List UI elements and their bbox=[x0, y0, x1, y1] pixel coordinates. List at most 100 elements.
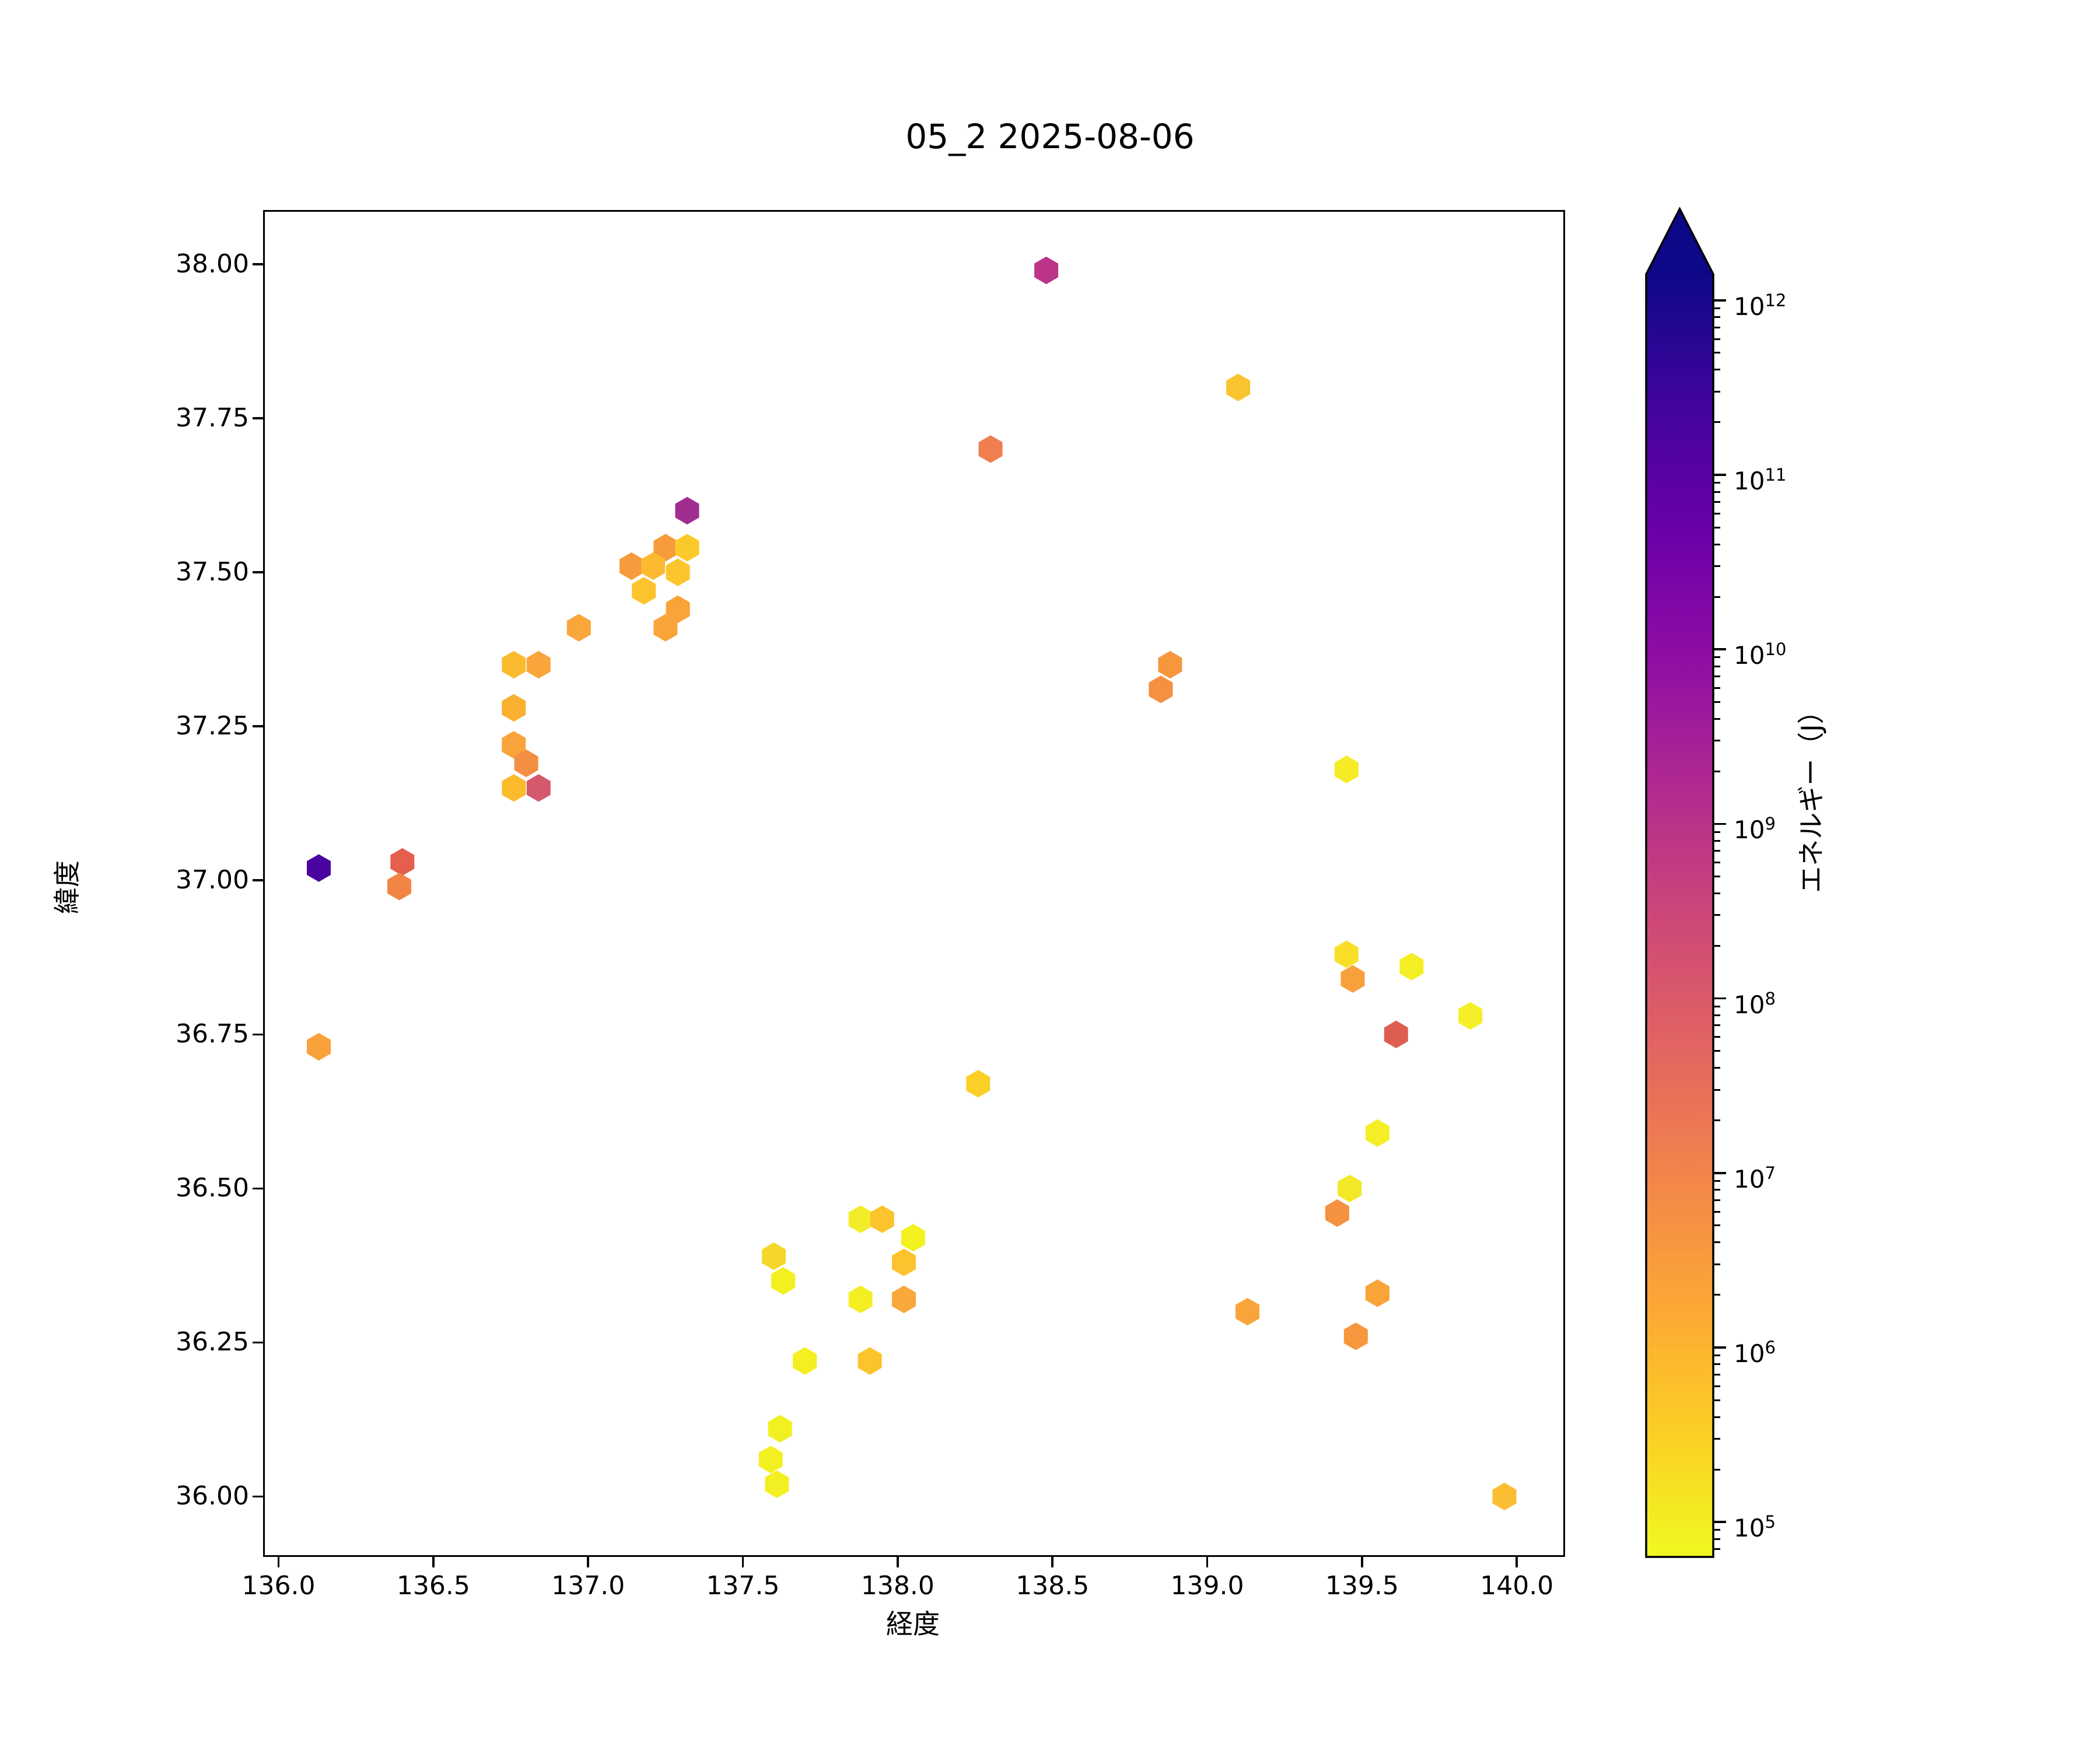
hex-marker bbox=[502, 650, 526, 679]
y-tick-label: 36.50 bbox=[176, 1173, 249, 1203]
colorbar-tick-mark bbox=[1713, 997, 1726, 1000]
colorbar-tick-mark bbox=[1713, 1346, 1726, 1349]
hex-marker bbox=[666, 558, 690, 586]
hex-marker bbox=[978, 435, 1003, 463]
hex-marker bbox=[765, 1470, 789, 1498]
hex-marker bbox=[768, 1415, 792, 1443]
hex-marker bbox=[387, 873, 411, 901]
colorbar-minor-tick bbox=[1713, 390, 1720, 393]
colorbar-minor-tick bbox=[1713, 831, 1720, 833]
hex-marker bbox=[762, 1242, 786, 1270]
colorbar-tick-mark bbox=[1713, 822, 1726, 825]
y-tick-mark bbox=[253, 1033, 263, 1036]
colorbar-minor-tick bbox=[1713, 687, 1720, 690]
hex-marker bbox=[390, 848, 415, 876]
hex-marker bbox=[858, 1347, 882, 1375]
colorbar-tick-mark bbox=[1713, 1172, 1726, 1174]
colorbar-minor-tick bbox=[1713, 526, 1720, 528]
chart-title: 05_2 2025-08-06 bbox=[905, 117, 1195, 156]
colorbar-minor-tick bbox=[1713, 1399, 1720, 1401]
colorbar-minor-tick bbox=[1713, 892, 1720, 894]
y-tick-mark bbox=[253, 571, 263, 573]
x-tick-mark bbox=[1051, 1557, 1054, 1567]
colorbar-minor-tick bbox=[1713, 316, 1720, 318]
colorbar-minor-tick bbox=[1713, 1468, 1720, 1471]
colorbar-minor-tick bbox=[1713, 565, 1720, 567]
colorbar-minor-tick bbox=[1713, 1024, 1720, 1027]
x-tick-label: 140.0 bbox=[1480, 1571, 1554, 1601]
hex-marker bbox=[526, 774, 551, 802]
colorbar-tick-label: 108 bbox=[1734, 988, 1776, 1019]
colorbar-minor-tick bbox=[1713, 543, 1720, 545]
colorbar-minor-tick bbox=[1713, 839, 1720, 842]
hex-marker bbox=[1343, 1322, 1368, 1350]
colorbar-outline bbox=[1645, 206, 1714, 1558]
colorbar-minor-tick bbox=[1713, 718, 1720, 720]
colorbar-label: エネルギー（J） bbox=[1796, 697, 1827, 893]
colorbar-minor-tick bbox=[1713, 1416, 1720, 1418]
colorbar-tick-label: 105 bbox=[1734, 1512, 1776, 1543]
colorbar-tick-label: 1012 bbox=[1734, 290, 1787, 321]
y-tick-mark bbox=[253, 263, 263, 265]
y-tick-label: 36.00 bbox=[176, 1481, 249, 1511]
x-tick-label: 137.0 bbox=[551, 1571, 625, 1601]
colorbar-minor-tick bbox=[1713, 1014, 1720, 1017]
hex-marker bbox=[1334, 755, 1359, 783]
hex-marker bbox=[848, 1285, 873, 1314]
hex-marker bbox=[307, 854, 331, 882]
colorbar-minor-tick bbox=[1713, 656, 1720, 659]
colorbar-minor-tick bbox=[1713, 1119, 1720, 1122]
colorbar-tick-label: 106 bbox=[1734, 1337, 1776, 1368]
hex-marker bbox=[307, 1032, 331, 1061]
colorbar-minor-tick bbox=[1713, 1199, 1720, 1201]
colorbar-tick-label: 1010 bbox=[1734, 639, 1787, 670]
colorbar-minor-tick bbox=[1713, 1373, 1720, 1376]
x-tick-mark bbox=[1516, 1557, 1518, 1567]
colorbar-minor-tick bbox=[1713, 1385, 1720, 1387]
colorbar-tick-label: 109 bbox=[1734, 814, 1776, 845]
hex-marker bbox=[526, 650, 551, 679]
colorbar-minor-tick bbox=[1713, 326, 1720, 328]
hex-marker bbox=[1492, 1482, 1517, 1511]
colorbar-minor-tick bbox=[1713, 501, 1720, 503]
hex-marker bbox=[966, 1070, 991, 1098]
colorbar-minor-tick bbox=[1713, 1088, 1720, 1091]
y-tick-label: 37.25 bbox=[176, 711, 249, 741]
y-tick-mark bbox=[253, 417, 263, 419]
hex-marker bbox=[502, 731, 526, 759]
x-tick-mark bbox=[587, 1557, 589, 1567]
hex-marker bbox=[1226, 373, 1251, 401]
hexbin-layer bbox=[307, 256, 1517, 1511]
hex-marker bbox=[566, 614, 591, 642]
colorbar-minor-tick bbox=[1713, 1036, 1720, 1038]
y-tick-mark bbox=[253, 1341, 263, 1344]
hex-marker bbox=[771, 1267, 795, 1295]
x-tick-label: 138.0 bbox=[860, 1571, 935, 1601]
colorbar-minor-tick bbox=[1713, 338, 1720, 340]
hex-marker bbox=[1365, 1119, 1390, 1147]
hex-marker bbox=[758, 1446, 783, 1474]
colorbar-extend-arrow bbox=[1645, 206, 1714, 1558]
y-tick-label: 36.25 bbox=[176, 1327, 249, 1357]
y-tick-mark bbox=[253, 725, 263, 727]
colorbar-minor-tick bbox=[1713, 1529, 1720, 1531]
x-tick-mark bbox=[1361, 1557, 1363, 1567]
colorbar-gradient bbox=[1646, 274, 1713, 1557]
colorbar-minor-tick bbox=[1713, 875, 1720, 877]
colorbar-minor-tick bbox=[1713, 421, 1720, 424]
y-tick-mark bbox=[253, 879, 263, 881]
colorbar-tick-mark bbox=[1713, 474, 1726, 476]
colorbar-minor-tick bbox=[1713, 307, 1720, 310]
colorbar-minor-tick bbox=[1713, 482, 1720, 484]
hex-marker bbox=[901, 1224, 925, 1252]
x-tick-mark bbox=[741, 1557, 744, 1567]
y-axis-label: 緯度 bbox=[51, 860, 83, 914]
hex-marker bbox=[653, 614, 678, 642]
hex-marker bbox=[1365, 1279, 1390, 1307]
hex-marker bbox=[1340, 965, 1365, 993]
colorbar-minor-tick bbox=[1713, 1050, 1720, 1052]
hex-marker bbox=[675, 496, 699, 525]
y-tick-label: 37.50 bbox=[176, 557, 249, 587]
hex-marker bbox=[514, 749, 538, 778]
